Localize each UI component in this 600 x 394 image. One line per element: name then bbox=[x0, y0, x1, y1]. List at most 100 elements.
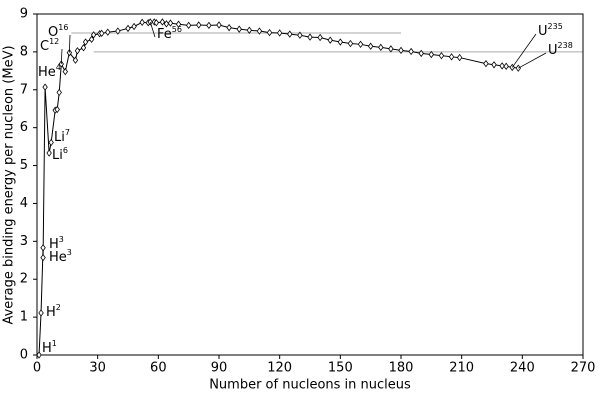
annotation-sup: 1 bbox=[52, 339, 57, 348]
data-point bbox=[499, 62, 505, 70]
annotation: O16 bbox=[48, 23, 68, 40]
x-tick-label: 210 bbox=[449, 361, 474, 376]
data-point bbox=[40, 253, 46, 262]
x-tick-label: 240 bbox=[510, 361, 535, 376]
data-point bbox=[398, 46, 404, 55]
leader-line bbox=[511, 33, 537, 68]
data-point bbox=[327, 36, 333, 44]
data-line bbox=[38, 21, 519, 356]
data-point bbox=[54, 105, 60, 114]
y-tick-label: 2 bbox=[20, 272, 28, 287]
x-tick-label: 270 bbox=[571, 361, 596, 376]
data-point bbox=[266, 28, 273, 37]
annotation: U235 bbox=[538, 22, 563, 39]
data-point bbox=[276, 29, 283, 37]
annotation: Li7 bbox=[54, 128, 70, 145]
annotation-sup: 2 bbox=[56, 303, 61, 312]
data-point bbox=[62, 67, 69, 76]
data-point bbox=[131, 22, 137, 31]
annotation-text: U bbox=[548, 43, 558, 58]
annotation-sup: 3 bbox=[67, 248, 72, 257]
data-point bbox=[38, 309, 44, 317]
data-point bbox=[153, 19, 160, 27]
x-axis-label: Number of nucleons in nucleus bbox=[209, 378, 411, 393]
x-tick-label: 60 bbox=[150, 361, 167, 376]
annotation-text: H bbox=[46, 305, 56, 320]
data-point bbox=[48, 138, 54, 147]
data-point bbox=[175, 20, 182, 28]
data-point bbox=[503, 62, 509, 70]
data-point bbox=[216, 21, 222, 29]
y-tick-label: 5 bbox=[20, 158, 28, 173]
data-point bbox=[196, 21, 202, 29]
data-point bbox=[307, 33, 313, 41]
y-tick-label: 4 bbox=[20, 196, 28, 211]
data-point bbox=[40, 244, 46, 252]
data-point bbox=[74, 47, 81, 55]
annotation-sup: 7 bbox=[65, 128, 70, 137]
annotation-text: H bbox=[42, 341, 52, 356]
data-point bbox=[80, 44, 87, 52]
annotation-text: Li bbox=[52, 148, 63, 163]
data-point bbox=[88, 35, 95, 44]
data-point bbox=[337, 38, 344, 46]
annotation-sup: 6 bbox=[63, 146, 68, 155]
leader-line bbox=[68, 34, 71, 53]
annotation: He3 bbox=[49, 248, 72, 265]
data-point bbox=[378, 43, 384, 52]
data-point bbox=[428, 50, 435, 59]
annotation-text: Li bbox=[54, 130, 65, 145]
annotation-sup: 235 bbox=[548, 22, 563, 31]
y-tick-label: 1 bbox=[20, 310, 28, 325]
y-tick-label: 8 bbox=[20, 44, 28, 59]
annotation-sup: 4 bbox=[56, 63, 61, 72]
data-point bbox=[388, 45, 394, 53]
data-point bbox=[36, 351, 42, 359]
data-point bbox=[185, 21, 192, 30]
y-tick-label: 6 bbox=[20, 120, 28, 135]
data-point bbox=[226, 23, 232, 32]
data-point bbox=[90, 31, 97, 39]
y-tick-label: 7 bbox=[20, 82, 28, 97]
annotation: U238 bbox=[548, 41, 573, 58]
data-point bbox=[256, 27, 263, 35]
leader-line bbox=[518, 52, 547, 69]
data-point bbox=[483, 59, 489, 68]
x-tick-label: 0 bbox=[33, 361, 41, 376]
data-point bbox=[456, 53, 463, 62]
annotation-text: H bbox=[49, 237, 59, 252]
annotation: H3 bbox=[49, 235, 64, 252]
annotation: H2 bbox=[46, 303, 61, 320]
data-point bbox=[125, 24, 131, 33]
data-point bbox=[72, 56, 79, 64]
data-point bbox=[66, 48, 73, 57]
x-tick-label: 90 bbox=[211, 361, 228, 376]
annotation-sup: 3 bbox=[59, 235, 64, 244]
data-point bbox=[297, 31, 303, 39]
annotation-text: He bbox=[49, 250, 67, 265]
annotation-sup: 16 bbox=[58, 23, 68, 32]
data-point bbox=[367, 42, 374, 50]
data-point bbox=[167, 19, 174, 27]
data-point bbox=[115, 27, 121, 35]
annotation-text: He bbox=[38, 65, 56, 80]
annotation: C12 bbox=[40, 37, 59, 54]
x-tick-label: 180 bbox=[389, 361, 414, 376]
data-point bbox=[287, 30, 293, 38]
annotation-text: O bbox=[48, 25, 58, 40]
data-point bbox=[236, 25, 242, 33]
leader-line bbox=[60, 48, 63, 65]
annotation-text: C bbox=[40, 39, 49, 54]
data-point bbox=[105, 28, 111, 36]
data-point bbox=[357, 40, 364, 48]
data-point bbox=[147, 18, 153, 26]
annotation-sup: 238 bbox=[558, 41, 573, 50]
annotation-text: Fe bbox=[157, 27, 172, 42]
data-point bbox=[408, 47, 414, 56]
leader-line bbox=[149, 21, 156, 38]
data-point bbox=[159, 18, 166, 26]
data-point bbox=[56, 88, 62, 97]
x-tick-label: 120 bbox=[267, 361, 292, 376]
annotation: H1 bbox=[42, 339, 57, 356]
